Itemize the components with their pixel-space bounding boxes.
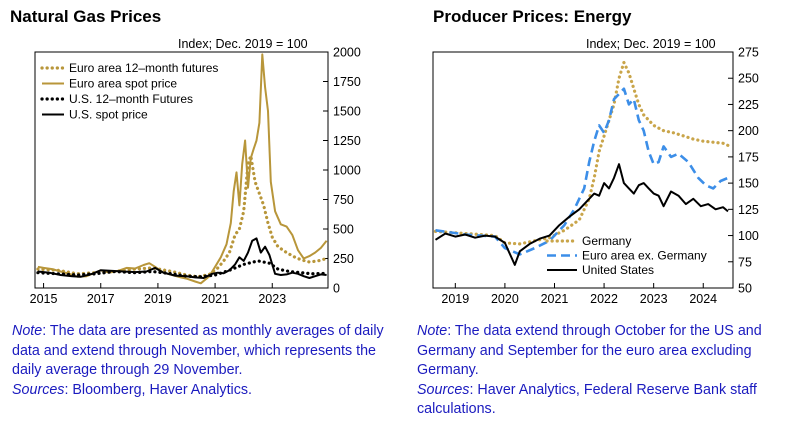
y-tick-label: 200 (738, 124, 759, 138)
x-tick-label: 2021 (541, 292, 569, 306)
x-tick-label: 2019 (144, 292, 172, 306)
legend-label: United States (582, 263, 654, 277)
y-tick-label: 0 (333, 282, 340, 296)
y-tick-label: 125 (738, 203, 759, 217)
note-paragraph: Note: The data are presented as monthly … (12, 322, 396, 381)
x-tick-label: 2023 (258, 292, 286, 306)
series-line-1 (433, 60, 730, 246)
producer-prices-panel: Producer Prices: Energy Index; Dec. 2019… (400, 0, 800, 437)
y-tick-label: 250 (333, 252, 354, 266)
note-label: Note (417, 323, 448, 339)
chart-title: Producer Prices: Energy (433, 7, 632, 26)
sources-label: Sources (12, 381, 65, 398)
y-tick-label: 500 (333, 223, 354, 237)
legend-label: Euro area ex. Germany (582, 249, 707, 263)
y-tick-label: 750 (333, 193, 354, 207)
legend-label: Euro area 12–month futures (69, 61, 218, 75)
series-line-4 (37, 237, 327, 279)
series-line-3 (434, 163, 729, 266)
x-tick-label: 2015 (30, 292, 58, 306)
series-line-2 (435, 87, 729, 256)
y-tick-label: 1750 (333, 75, 361, 89)
sources-paragraph: Sources: Bloomberg, Haver Analytics. (12, 381, 396, 401)
sources-paragraph: Sources: Haver Analytics, Federal Reserv… (417, 381, 795, 420)
y-tick-label: 2000 (333, 46, 361, 60)
x-tick-label: 2024 (689, 292, 717, 306)
y-tick-label: 275 (738, 46, 759, 60)
note-label: Note (12, 323, 43, 339)
chart-note: Note: The data are presented as monthly … (12, 322, 396, 400)
x-tick-label: 2017 (87, 292, 115, 306)
note-text: : The data are presented as monthly aver… (12, 323, 384, 379)
y-tick-label: 175 (738, 150, 759, 164)
y-tick-label: 250 (738, 72, 759, 86)
legend-label: Euro area spot price (69, 77, 177, 91)
y-tick-label: 1250 (333, 134, 361, 148)
y-tick-label: 100 (738, 229, 759, 243)
natural-gas-chart: 0 250 500 750 1000 1250 1500 1750 2000 2015 2017 20… (30, 46, 361, 307)
x-tick-label: 2019 (441, 292, 469, 306)
y-tick-label: 1500 (333, 105, 361, 119)
x-tick-label: 2020 (491, 292, 519, 306)
chart-note: Note: The data extend through October fo… (417, 322, 795, 420)
sources-text: : Bloomberg, Haver Analytics. (64, 381, 252, 398)
y-tick-label: 1000 (333, 164, 361, 178)
natural-gas-panel: Natural Gas Prices Index; Dec. 2019 = 10… (10, 7, 396, 400)
y-tick-label: 75 (738, 255, 752, 269)
legend-label: U.S. 12–month Futures (69, 92, 193, 106)
unit-label: Index; Dec. 2019 = 100 (586, 37, 716, 51)
legend-label: U.S. spot price (69, 108, 148, 122)
plot-frame (432, 51, 734, 289)
chart-title: Natural Gas Prices (10, 7, 162, 26)
note-text: : The data extend through October for th… (417, 323, 762, 379)
unit-label: Index; Dec. 2019 = 100 (178, 37, 308, 51)
x-tick-label: 2021 (201, 292, 229, 306)
y-tick-label: 225 (738, 98, 759, 112)
x-tick-label: 2022 (590, 292, 618, 306)
series-line-3 (36, 259, 329, 279)
note-paragraph: Note: The data extend through October fo… (417, 322, 795, 381)
legend-label: Germany (582, 234, 631, 248)
sources-text: : Haver Analytics, Federal Reserve Bank … (417, 381, 757, 418)
series-line-1 (36, 154, 329, 279)
producer-prices-chart: 50 75 100 125 150 175 200 225 250 275 2019 2020 2021… (432, 46, 759, 306)
x-tick-label: 2023 (640, 292, 668, 306)
y-tick-label: 50 (738, 282, 752, 296)
y-tick-label: 150 (738, 177, 759, 191)
sources-label: Sources (417, 381, 470, 398)
